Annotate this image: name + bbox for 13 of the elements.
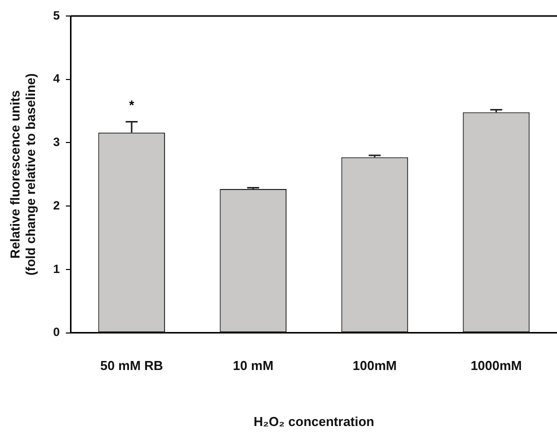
y-tick-label: 4 (53, 72, 60, 86)
x-tick-label: 1000mM (470, 358, 522, 374)
x-tick-label: 10 mM (232, 358, 274, 374)
y-tick-label: 5 (53, 8, 60, 22)
y-tick-label: 3 (53, 135, 60, 150)
y-tick-label: 1 (53, 262, 60, 276)
x-tick-label: 50 mM RB (100, 358, 164, 374)
y-tick-label: 0 (53, 325, 60, 340)
y-axis-title: Relative fluorescence units (fold change relative to baseline) (7, 73, 38, 276)
x-axis-title: H₂O₂ concentration (254, 414, 374, 429)
y-tick-label: 2 (53, 198, 60, 212)
x-tick-label: 100mM (352, 358, 397, 374)
annotation: * (129, 97, 136, 112)
